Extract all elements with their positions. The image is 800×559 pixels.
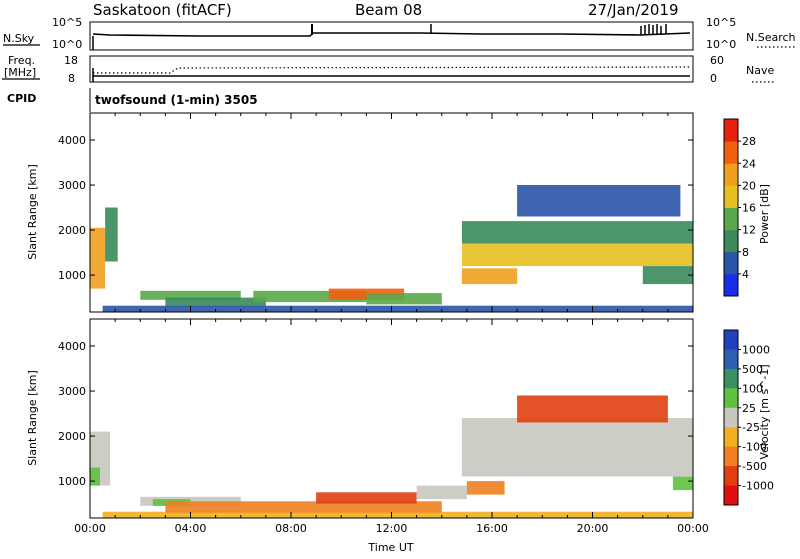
power-echo-layer: [90, 185, 693, 312]
velocity-colorbar-tick-label: 1000: [742, 343, 770, 356]
nave-label: Nave: [746, 64, 774, 77]
velocity-colorbar-swatch-6: [724, 447, 738, 467]
nsky-label: N.Sky: [3, 32, 35, 45]
power-colorbar-tick-label: 4: [742, 268, 749, 281]
velocity-ytick-label: 4000: [58, 340, 86, 353]
velocity-colorbar-swatch-5: [724, 427, 738, 447]
xtick-label: 12:00: [376, 522, 408, 535]
nsky-trace: [93, 33, 690, 36]
freq-tick-bottom: 8: [68, 72, 75, 85]
velocity-colorbar-label: Velocity [m s^-1]: [758, 364, 771, 459]
power-colorbar-swatch-1: [724, 252, 738, 275]
power-colorbar-tick-label: 12: [742, 224, 756, 237]
velocity-colorbar-label-text: Velocity [m s^-1]: [758, 364, 771, 459]
velocity-ytick-label: 3000: [58, 385, 86, 398]
power-echo-region-10: [462, 221, 693, 244]
power-colorbar-tick-label: 20: [742, 179, 756, 192]
nsearch-tick-bottom: 10^0: [706, 38, 736, 51]
power-colorbar-label: Power [dB]: [758, 184, 771, 244]
power-echo-region-9: [462, 268, 517, 284]
power-colorbar: 4 8 12 16 20 24 28: [724, 119, 756, 297]
date-title: 27/Jan/2019: [588, 1, 679, 19]
velocity-colorbar-swatch-0: [724, 330, 738, 350]
velocity-colorbar-swatch-4: [724, 408, 738, 428]
power-colorbar-swatch-5: [724, 163, 738, 186]
power-echo-region-11: [517, 185, 680, 217]
beam-title: Beam 08: [355, 1, 422, 19]
power-echo-region-6: [366, 293, 441, 304]
power-colorbar-swatch-7: [724, 119, 738, 142]
power-echo-region-1: [105, 208, 118, 262]
cpid-text: twofsound (1-min) 3505: [95, 93, 258, 107]
velocity-echo-region-11: [673, 477, 693, 491]
velocity-echo-region-8: [462, 418, 693, 477]
velocity-echo-region-4: [103, 512, 693, 518]
freq-tick-top: 18: [64, 54, 78, 67]
power-colorbar-swatch-4: [724, 185, 738, 208]
xtick-label: 00:00: [677, 522, 709, 535]
xtick-label: 00:00: [74, 522, 106, 535]
power-colorbar-tick-label: 24: [742, 157, 756, 170]
nsky-tick-top: 10^5: [52, 16, 82, 29]
power-colorbar-tick-label: 16: [742, 202, 756, 215]
power-echo-region-8: [462, 244, 693, 267]
velocity-colorbar-swatch-3: [724, 388, 738, 408]
nsearch-tick-top: 10^5: [706, 16, 736, 29]
power-colorbar-swatch-6: [724, 141, 738, 164]
nave-tick-bottom: 0: [710, 72, 717, 85]
velocity-echo-layer: [90, 396, 693, 519]
xtick-label: 04:00: [175, 522, 207, 535]
power-echo-region-3: [165, 298, 266, 307]
power-ytick-label: 2000: [58, 224, 86, 237]
power-colorbar-swatch-0: [724, 274, 738, 297]
power-colorbar-tick-label: 28: [742, 135, 756, 148]
nsky-tick-bottom: 10^0: [52, 38, 82, 51]
velocity-echo-region-7: [417, 486, 467, 500]
freq-panel-frame: [90, 56, 693, 82]
power-ytick-label: 3000: [58, 179, 86, 192]
xtick-label: 08:00: [275, 522, 307, 535]
cpid-label: CPID: [7, 92, 36, 105]
velocity-colorbar-tick-label: -500: [742, 460, 767, 473]
freq-label-line2: [MHz]: [4, 66, 36, 79]
power-echo-region-0: [90, 228, 105, 289]
velocity-colorbar-swatch-2: [724, 369, 738, 389]
power-ylabel: Slant Range [km]: [26, 164, 39, 260]
velocity-colorbar-swatch-1: [724, 349, 738, 369]
power-colorbar-swatch-3: [724, 208, 738, 231]
power-ytick-label: 1000: [58, 269, 86, 282]
velocity-ytick-label: 1000: [58, 475, 86, 488]
station-title: Saskatoon (fitACF): [93, 1, 232, 19]
velocity-ytick-label: 2000: [58, 430, 86, 443]
nave-trace: [93, 67, 690, 73]
nave-tick-top: 60: [710, 54, 724, 67]
velocity-colorbar-swatch-8: [724, 486, 738, 506]
velocity-echo-region-6: [316, 492, 417, 503]
power-ytick-label: 4000: [58, 134, 86, 147]
xtick-label: 16:00: [476, 522, 508, 535]
velocity-echo-region-1: [90, 468, 100, 486]
power-colorbar-swatch-2: [724, 230, 738, 253]
velocity-colorbar-tick-label: 25: [742, 402, 756, 415]
velocity-colorbar-swatch-7: [724, 466, 738, 486]
velocity-colorbar-tick-label: -1000: [742, 480, 774, 493]
velocity-ylabel: Slant Range [km]: [26, 370, 39, 466]
velocity-echo-region-9: [467, 481, 505, 495]
xtick-label: 20:00: [577, 522, 609, 535]
power-echo-region-12: [643, 266, 693, 284]
time-xlabel: Time UT: [367, 541, 413, 554]
velocity-echo-region-10: [517, 396, 668, 423]
nsearch-label: N.Search: [746, 31, 796, 44]
power-echo-region-7: [103, 306, 693, 312]
power-colorbar-tick-label: 8: [742, 246, 749, 259]
